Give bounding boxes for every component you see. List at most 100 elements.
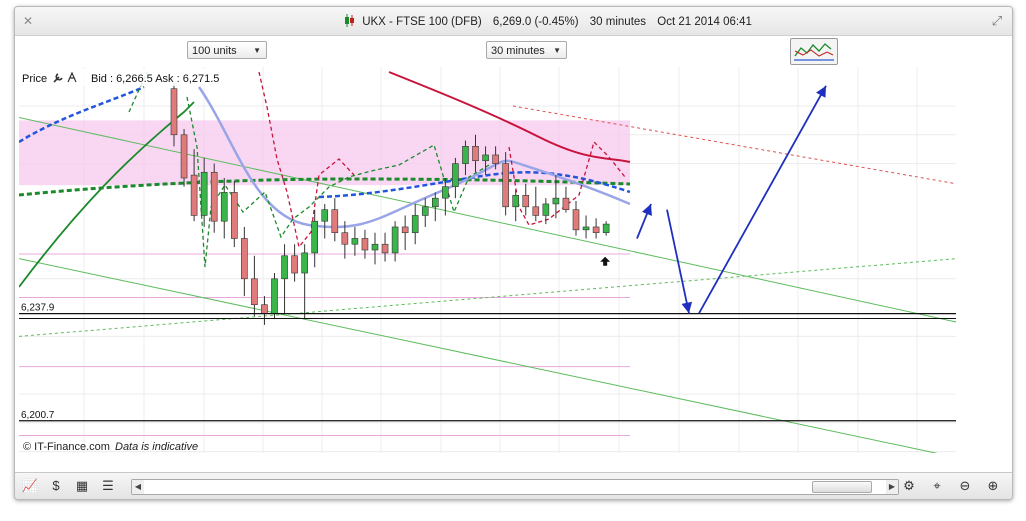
chart-drawing-icon[interactable] bbox=[790, 38, 838, 65]
indicator-icon[interactable]: ⚙ bbox=[903, 478, 915, 493]
support-line-label: 6,200.7 bbox=[21, 410, 55, 421]
chart-type-icon[interactable]: 📈 bbox=[21, 478, 39, 493]
candle-body bbox=[411, 215, 419, 234]
ma-lavender bbox=[197, 86, 631, 229]
current-price-arrow bbox=[600, 256, 611, 266]
chart-window: ✕ UKX - FTSE 100 (DFB) 6,269.0 (-0.45%) … bbox=[14, 6, 1013, 500]
ma-blue-dashed-left bbox=[18, 85, 145, 144]
trendline-lower bbox=[18, 258, 957, 458]
candle-body bbox=[311, 220, 319, 254]
price-label: Price bbox=[22, 73, 47, 85]
disclaimer-text: Data is indicative bbox=[115, 441, 198, 453]
resistance-zone bbox=[19, 120, 630, 186]
trendline-upper bbox=[18, 117, 957, 323]
chart-nav-icon[interactable] bbox=[67, 71, 77, 83]
scroll-thumb[interactable] bbox=[812, 481, 872, 493]
horizontal-lines[interactable]: 6,237.9 6,200.7 bbox=[19, 303, 956, 422]
candle-body bbox=[210, 171, 218, 222]
axis-bg bbox=[956, 67, 957, 453]
chevron-down-icon: ▼ bbox=[553, 46, 561, 55]
candle-body bbox=[472, 146, 479, 162]
candle-body bbox=[351, 238, 359, 245]
support-line-label: 6,237.9 bbox=[21, 303, 55, 314]
indicator-lines bbox=[18, 71, 631, 288]
candle-body bbox=[542, 203, 550, 216]
units-dropdown-value: 100 units bbox=[192, 45, 237, 57]
candle-body bbox=[572, 209, 580, 231]
candle-body bbox=[391, 226, 399, 254]
candle-body bbox=[301, 252, 308, 274]
candle-body bbox=[431, 197, 439, 208]
candle-body bbox=[341, 232, 349, 245]
candle-body bbox=[241, 238, 248, 280]
chevron-down-icon: ▼ bbox=[253, 46, 261, 55]
candle-body bbox=[512, 194, 520, 208]
bottom-toolbar: 📈 $ ▦ ☰ ◀ ▶ ⚙ ⌖ ⊖ ⊕ bbox=[15, 472, 1012, 499]
close-icon[interactable]: ✕ bbox=[22, 14, 34, 28]
candle-body bbox=[502, 163, 509, 208]
chart-interval: 30 minutes bbox=[589, 16, 647, 28]
candle-body bbox=[492, 154, 499, 164]
wrench-icon[interactable] bbox=[53, 73, 63, 83]
candle-body bbox=[462, 146, 469, 164]
zoom-fit-icon[interactable]: ⌖ bbox=[933, 478, 941, 493]
list-icon[interactable]: ☰ bbox=[102, 478, 114, 493]
scroll-right-icon[interactable]: ▶ bbox=[886, 480, 898, 494]
candle-body bbox=[331, 209, 339, 234]
candlesticks bbox=[170, 82, 611, 325]
candlestick-icon bbox=[345, 14, 354, 27]
candle-body bbox=[200, 171, 208, 216]
zoom-out-icon[interactable]: ⊖ bbox=[959, 478, 971, 493]
title-bar[interactable]: ✕ UKX - FTSE 100 (DFB) 6,269.0 (-0.45%) … bbox=[15, 7, 1012, 36]
candle-body bbox=[170, 88, 178, 136]
candle-body bbox=[251, 278, 258, 306]
window-title: UKX - FTSE 100 (DFB) 6,269.0 (-0.45%) 30… bbox=[345, 14, 760, 28]
chart-datetime: Oct 21 2014 06:41 bbox=[657, 16, 752, 28]
candle-body bbox=[401, 226, 409, 234]
candle-body bbox=[231, 192, 238, 239]
candle-body bbox=[220, 192, 228, 222]
calculator-icon[interactable]: ▦ bbox=[75, 478, 89, 493]
candle-body bbox=[361, 238, 369, 251]
arrow-up-short bbox=[636, 203, 652, 239]
candle-body bbox=[562, 197, 570, 210]
price-axis: 6,3106,3006,2906,2506,2306,2106,2006,190 bbox=[956, 67, 987, 459]
candle-body bbox=[421, 206, 429, 216]
price-chart[interactable]: 6,237.9 6,200.7 6,3106,3006,2906,2506,230… bbox=[18, 67, 997, 469]
trendline-dashed bbox=[18, 258, 957, 337]
candle-body bbox=[261, 304, 268, 314]
dollar-icon[interactable]: $ bbox=[52, 478, 60, 493]
copyright-text: © IT-Finance.com bbox=[23, 441, 110, 453]
interval-dropdown[interactable]: 30 minutes ▼ bbox=[486, 41, 567, 59]
candle-body bbox=[532, 206, 540, 216]
candle-body bbox=[180, 134, 188, 179]
arrow-down bbox=[666, 209, 693, 314]
candle-body bbox=[190, 174, 198, 216]
envelope-red-1 bbox=[258, 71, 355, 249]
candle-body bbox=[592, 226, 600, 234]
interval-dropdown-value: 30 minutes bbox=[491, 45, 545, 57]
candle-body bbox=[271, 278, 278, 314]
candle-body bbox=[482, 154, 489, 162]
trendline-red-dashed bbox=[512, 105, 957, 185]
candle-body bbox=[452, 163, 459, 187]
units-dropdown[interactable]: 100 units ▼ bbox=[187, 41, 267, 59]
price-chart-svg[interactable]: 6,237.9 6,200.7 6,3106,3006,2906,2506,230… bbox=[18, 67, 997, 469]
chart-toolbar: 100 units ▼ 30 minutes ▼ bbox=[15, 36, 1012, 65]
resize-icon[interactable]: ⤢ bbox=[991, 13, 1003, 28]
candle-body bbox=[371, 243, 379, 251]
ma-green-dashed bbox=[18, 177, 631, 197]
candle-body bbox=[582, 226, 590, 231]
candle-body bbox=[321, 209, 329, 222]
instrument-price: 6,269.0 (-0.45%) bbox=[492, 16, 579, 28]
candle-body bbox=[381, 243, 389, 254]
chart-drawing-graphic bbox=[794, 43, 834, 61]
chart-scrollbar[interactable]: ◀ ▶ bbox=[131, 479, 899, 495]
scroll-left-icon[interactable]: ◀ bbox=[132, 480, 144, 494]
instrument-name: UKX - FTSE 100 (DFB) bbox=[362, 16, 482, 28]
candle-body bbox=[552, 197, 560, 205]
ma-crimson bbox=[388, 71, 631, 163]
zoom-in-icon[interactable]: ⊕ bbox=[987, 478, 999, 493]
arrow-up-long bbox=[698, 85, 827, 314]
candle-body bbox=[442, 186, 449, 199]
